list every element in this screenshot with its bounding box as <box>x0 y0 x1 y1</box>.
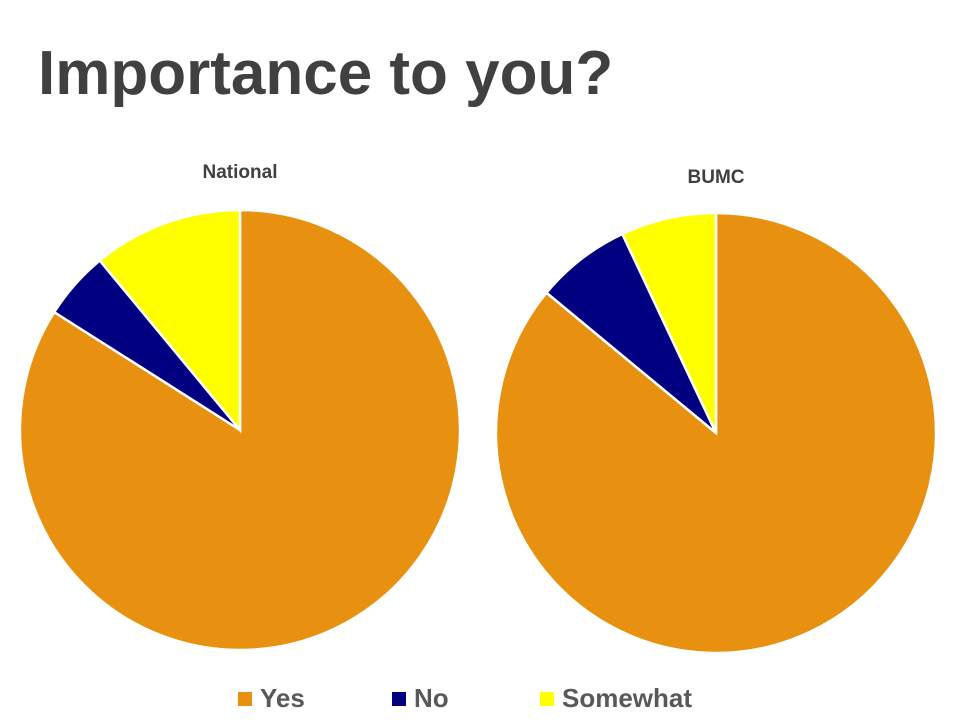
pie-slice <box>620 211 718 434</box>
legend-swatch <box>540 692 554 706</box>
legend-swatch <box>392 692 406 706</box>
legend-label: Yes <box>260 683 305 713</box>
slide-title: Importance to you? <box>38 39 613 108</box>
pie-title: National <box>203 162 278 183</box>
pie-slice <box>98 208 242 434</box>
legend-label: Somewhat <box>562 683 692 713</box>
legend-swatch <box>238 692 252 706</box>
pie-title: BUMC <box>688 167 745 188</box>
legend-label: No <box>414 683 449 713</box>
